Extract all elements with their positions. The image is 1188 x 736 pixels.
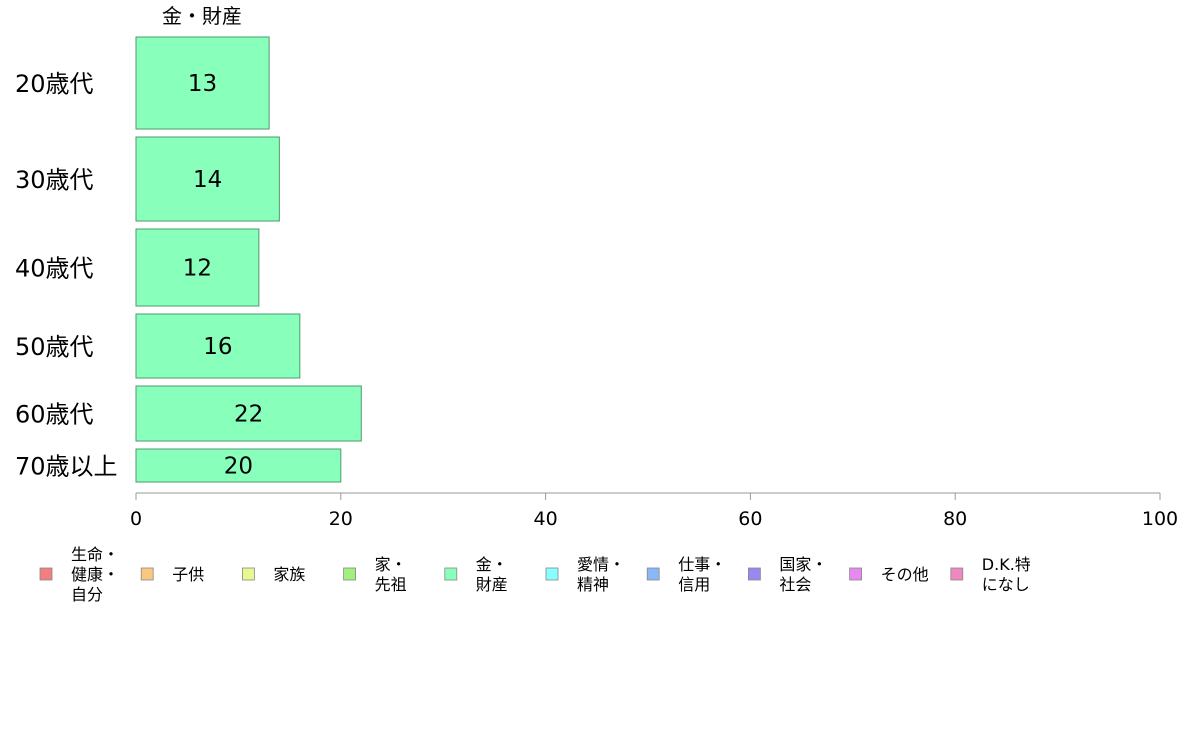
legend-swatch bbox=[343, 567, 357, 581]
legend-swatch bbox=[646, 567, 660, 581]
legend-swatch bbox=[39, 567, 53, 581]
x-tick-label: 40 bbox=[534, 508, 558, 530]
bar bbox=[135, 36, 270, 130]
legend-label: D.K.特 bbox=[982, 555, 1031, 574]
legend-item: 生命・健康・自分 bbox=[39, 545, 119, 604]
legend-swatch bbox=[140, 567, 154, 581]
legend-item: その他 bbox=[849, 565, 929, 584]
x-axis: 0 20 40 60 80 100 bbox=[130, 492, 1178, 530]
legend-label: 家・ bbox=[375, 555, 407, 574]
legend-label: 精神 bbox=[577, 575, 609, 594]
legend-label: 国家・ bbox=[779, 555, 827, 574]
legend-label: 家族 bbox=[273, 565, 305, 584]
bar bbox=[135, 448, 342, 483]
legend-label: 社会 bbox=[779, 575, 811, 594]
legend-label: 信用 bbox=[678, 575, 710, 594]
legend-item: 家・先祖 bbox=[343, 555, 407, 594]
x-tick-label: 20 bbox=[329, 508, 353, 530]
legend-label: 生命・ bbox=[71, 545, 119, 564]
bar bbox=[135, 136, 280, 222]
legend-item: 国家・社会 bbox=[748, 555, 827, 594]
legend-label: 愛情・ bbox=[577, 555, 625, 574]
bar bbox=[135, 228, 260, 307]
category-label: 30歳代 bbox=[15, 166, 94, 194]
legend-swatch bbox=[950, 567, 964, 581]
bar-value-label: 14 bbox=[193, 167, 222, 193]
bar-value-label: 12 bbox=[183, 256, 212, 282]
chart-title: 金・財産 bbox=[162, 4, 242, 28]
legend-item: 愛情・精神 bbox=[545, 555, 625, 594]
legend-swatch bbox=[545, 567, 559, 581]
legend-label: 健康・ bbox=[71, 565, 119, 584]
bar-value-label: 13 bbox=[188, 71, 217, 97]
x-tick-label: 100 bbox=[1142, 508, 1178, 530]
bar bbox=[135, 313, 301, 379]
legend-swatch bbox=[241, 567, 255, 581]
legend-label: その他 bbox=[881, 565, 929, 584]
bars-group: 20歳代 13 30歳代 14 40歳代 12 50歳代 16 60歳代 22 70歳以上 20 bbox=[15, 36, 362, 483]
bar bbox=[135, 385, 362, 442]
x-tick-label: 60 bbox=[738, 508, 762, 530]
category-label: 70歳以上 bbox=[15, 453, 118, 481]
bar-value-label: 16 bbox=[203, 334, 232, 360]
legend-swatch bbox=[849, 567, 862, 581]
legend-swatch bbox=[444, 567, 458, 581]
category-label: 20歳代 bbox=[15, 70, 94, 98]
legend-swatch bbox=[748, 567, 761, 581]
legend-item: 子供 bbox=[140, 565, 204, 584]
legend-label: 自分 bbox=[71, 585, 103, 604]
category-label: 60歳代 bbox=[15, 401, 94, 429]
legend-item: 金・財産 bbox=[444, 555, 508, 594]
legend-label: 財産 bbox=[476, 575, 508, 594]
legend-label: 仕事・ bbox=[678, 555, 726, 574]
legend-item: 家族 bbox=[241, 565, 305, 584]
category-label: 50歳代 bbox=[15, 333, 94, 361]
legend-label: になし bbox=[982, 575, 1030, 594]
bar-value-label: 20 bbox=[224, 454, 253, 480]
legend-label: 子供 bbox=[172, 565, 204, 584]
bar-value-label: 22 bbox=[234, 402, 263, 428]
category-label: 40歳代 bbox=[15, 255, 94, 283]
legend-label: 金・ bbox=[476, 555, 508, 574]
legend-label: 先祖 bbox=[375, 575, 407, 594]
x-tick-label: 80 bbox=[943, 508, 967, 530]
legend-item: 仕事・信用 bbox=[646, 555, 726, 594]
x-tick-label: 0 bbox=[130, 508, 142, 530]
